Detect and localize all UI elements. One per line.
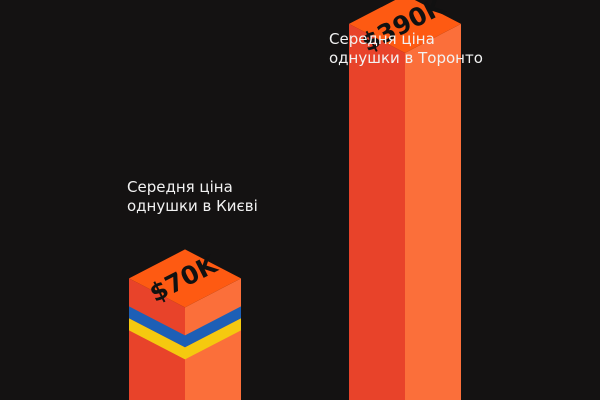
bar-kyiv-top-face (129, 249, 241, 308)
bar-kyiv-flag-blue-left (129, 306, 185, 348)
caption-toronto-line-1: Середня ціна (329, 30, 435, 48)
bar-toronto-left-face (349, 23, 405, 400)
bar-kyiv-flag-blue-right (185, 306, 241, 348)
bar-kyiv-flag-yellow-left (129, 318, 185, 360)
caption-kyiv: Середня ціна однушки в Києві (127, 178, 258, 215)
bar-toronto-right-face (405, 23, 461, 400)
bar-toronto-top-face (349, 0, 461, 53)
bar-kyiv-flag-yellow-right (185, 318, 241, 360)
caption-toronto: Середня ціна однушки в Торонто (329, 30, 483, 67)
caption-kyiv-line-1: Середня ціна (127, 178, 233, 196)
caption-toronto-line-2: однушки в Торонто (329, 49, 483, 67)
caption-kyiv-line-2: однушки в Києві (127, 197, 258, 215)
bar-kyiv: $70K (129, 249, 241, 400)
